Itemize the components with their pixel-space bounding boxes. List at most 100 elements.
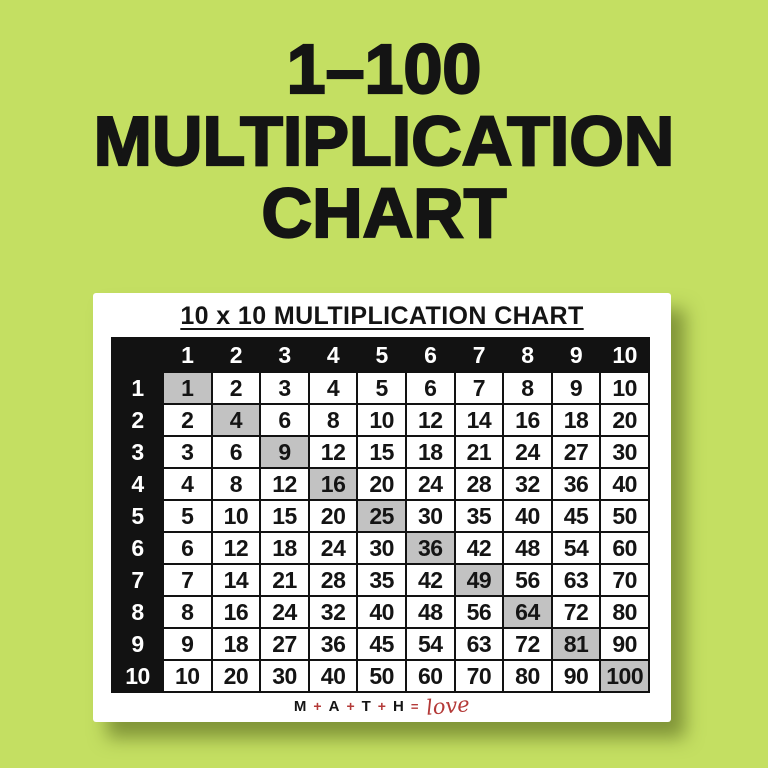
table-row: 9 9 18 27 36 45 54 63 72 81 90 [111,627,650,661]
product-cell: 35 [453,499,505,533]
product-cell: 64 [502,595,553,629]
product-cell: 4 [210,403,262,437]
product-cell: 50 [356,659,407,693]
table-row: 6 6 12 18 24 30 36 42 48 54 60 [111,531,650,565]
product-cell: 10 [210,499,262,533]
product-cell: 20 [356,467,407,501]
product-cell: 14 [453,403,505,437]
product-cell: 15 [259,499,310,533]
product-cell: 5 [356,371,407,405]
header-row: 1 2 3 4 5 6 7 8 9 10 [111,337,650,373]
product-cell: 16 [502,403,553,437]
product-cell: 60 [404,659,456,693]
logo-plus-sign: + [346,698,355,714]
page-title-line-3: CHART [260,174,507,252]
table-row: 4 4 8 12 16 20 24 28 32 36 40 [111,467,650,501]
product-cell: 14 [210,563,262,597]
product-cell: 56 [502,563,553,597]
column-header: 2 [210,337,262,373]
logo-letter-h: H [392,697,404,715]
column-header: 9 [550,337,602,373]
product-cell: 40 [307,659,359,693]
table-row: 3 3 6 9 12 15 18 21 24 27 30 [111,435,650,469]
product-cell: 36 [404,531,456,565]
product-cell: 54 [550,531,602,565]
table-row: 10 10 20 30 40 50 60 70 80 90 100 [111,659,650,693]
column-header: 8 [502,337,553,373]
product-cell: 24 [502,435,553,469]
row-header: 2 [111,403,164,437]
product-cell: 40 [502,499,553,533]
product-cell: 10 [356,403,407,437]
logo-letter-m: M [293,697,307,715]
logo-love-script: love [425,692,472,720]
product-cell: 8 [162,595,213,629]
product-cell: 50 [599,499,650,533]
product-cell: 42 [453,531,505,565]
product-cell: 100 [599,659,650,693]
product-cell: 72 [550,595,602,629]
product-cell: 70 [453,659,505,693]
column-header: 10 [599,337,650,373]
column-header: 4 [307,337,359,373]
product-cell: 30 [599,435,650,469]
product-cell: 6 [210,435,262,469]
product-cell: 45 [550,499,602,533]
worksheet-card: 10 x 10 MULTIPLICATION CHART 1 2 3 4 5 6 7 8 9 10… [93,293,671,722]
product-cell: 48 [502,531,553,565]
product-cell: 45 [356,627,407,661]
product-cell: 32 [307,595,359,629]
product-cell: 54 [404,627,456,661]
table-row: 1 1 2 3 4 5 6 7 8 9 10 [111,371,650,405]
product-cell: 25 [356,499,407,533]
product-cell: 20 [307,499,359,533]
product-cell: 27 [550,435,602,469]
product-cell: 49 [453,563,505,597]
column-header: 1 [162,337,213,373]
product-cell: 7 [453,371,505,405]
product-cell: 10 [599,371,650,405]
product-cell: 18 [259,531,310,565]
product-cell: 30 [356,531,407,565]
row-header: 4 [111,467,164,501]
product-cell: 80 [502,659,553,693]
product-cell: 81 [550,627,602,661]
page-title-line-2: MULTIPLICATION [93,102,676,180]
product-cell: 16 [210,595,262,629]
logo-letter-a: A [328,697,340,715]
product-cell: 12 [307,435,359,469]
product-cell: 30 [404,499,456,533]
product-cell: 3 [162,435,213,469]
product-cell: 2 [162,403,213,437]
product-cell: 1 [162,371,213,405]
column-header: 6 [404,337,456,373]
product-cell: 18 [550,403,602,437]
product-cell: 48 [404,595,456,629]
product-cell: 9 [550,371,602,405]
row-header: 7 [111,563,164,597]
product-cell: 18 [210,627,262,661]
product-cell: 24 [404,467,456,501]
product-cell: 30 [259,659,310,693]
product-cell: 12 [404,403,456,437]
product-cell: 28 [453,467,505,501]
product-cell: 6 [404,371,456,405]
product-cell: 12 [259,467,310,501]
column-header: 5 [356,337,407,373]
product-cell: 4 [307,371,359,405]
product-cell: 35 [356,563,407,597]
product-cell: 63 [453,627,505,661]
product-cell: 16 [307,467,359,501]
product-cell: 4 [162,467,213,501]
product-cell: 2 [210,371,262,405]
table-row: 2 2 4 6 8 10 12 14 16 18 20 [111,403,650,437]
product-cell: 6 [162,531,213,565]
row-header: 8 [111,595,164,629]
table-corner-cell [111,337,164,373]
product-cell: 20 [599,403,650,437]
page-title-line-1: 1–100 [286,30,483,108]
product-cell: 60 [599,531,650,565]
chart-title: 10 x 10 MULTIPLICATION CHART [180,302,584,330]
product-cell: 5 [162,499,213,533]
product-cell: 56 [453,595,505,629]
